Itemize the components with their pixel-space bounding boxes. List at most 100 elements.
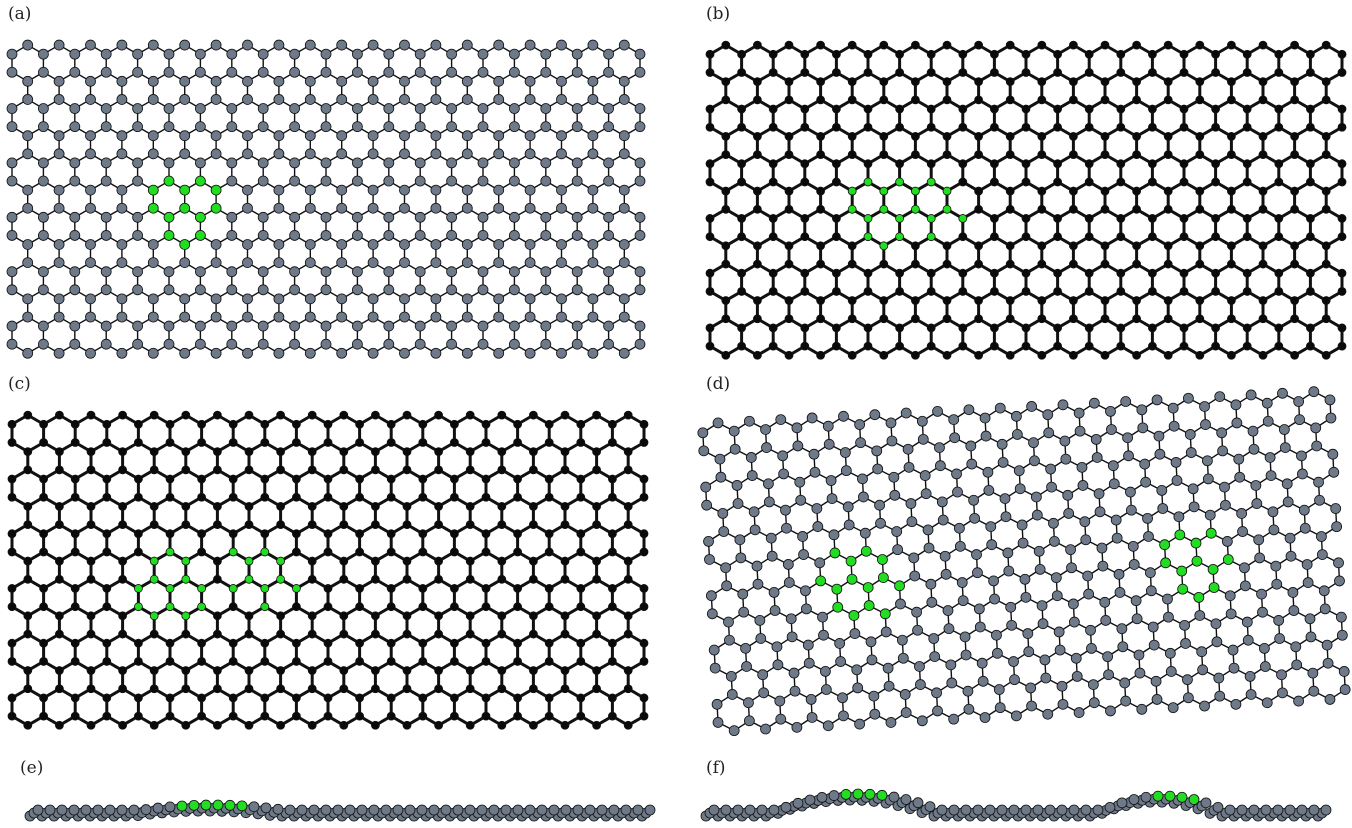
carbon-atom bbox=[769, 605, 781, 616]
carbon-atom bbox=[1195, 77, 1205, 87]
carbon-atom bbox=[147, 347, 159, 359]
defect-atom bbox=[212, 799, 224, 811]
carbon-atom bbox=[118, 501, 127, 511]
carbon-atom bbox=[948, 414, 960, 426]
carbon-atom bbox=[1306, 287, 1315, 296]
defect-atom bbox=[942, 186, 952, 196]
carbon-atom bbox=[44, 804, 56, 816]
carbon-atom bbox=[39, 638, 48, 648]
carbon-atom bbox=[576, 584, 586, 593]
carbon-atom bbox=[882, 662, 894, 674]
carbon-atom bbox=[1065, 544, 1076, 556]
carbon-atom bbox=[399, 75, 410, 87]
carbon-atom bbox=[449, 438, 459, 447]
carbon-atom bbox=[355, 492, 365, 502]
carbon-atom bbox=[70, 602, 80, 612]
carbon-atom bbox=[1290, 350, 1299, 360]
carbon-atom bbox=[721, 259, 731, 269]
carbon-atom bbox=[481, 602, 491, 612]
carbon-atom bbox=[1285, 550, 1297, 562]
carbon-atom bbox=[1242, 341, 1252, 351]
carbon-atom bbox=[529, 501, 538, 511]
carbon-atom bbox=[1241, 616, 1253, 628]
carbon-atom bbox=[513, 438, 522, 447]
carbon-atom bbox=[524, 75, 536, 87]
carbon-atom bbox=[323, 547, 333, 557]
carbon-atom bbox=[430, 130, 442, 142]
carbon-atom bbox=[85, 184, 96, 196]
carbon-atom bbox=[816, 296, 826, 305]
carbon-atom bbox=[1306, 323, 1315, 333]
carbon-atom bbox=[1119, 677, 1131, 689]
carbon-atom bbox=[958, 104, 968, 114]
carbon-atom bbox=[872, 463, 884, 475]
carbon-atom bbox=[86, 465, 96, 475]
carbon-atom bbox=[38, 266, 49, 278]
carbon-atom bbox=[639, 419, 649, 429]
carbon-atom bbox=[1071, 670, 1083, 682]
defect-atom bbox=[276, 574, 286, 584]
carbon-atom bbox=[899, 689, 911, 700]
carbon-atom bbox=[571, 121, 583, 133]
carbon-atom bbox=[587, 130, 599, 142]
carbon-atom bbox=[116, 130, 128, 142]
carbon-atom bbox=[778, 468, 790, 480]
carbon-atom bbox=[55, 465, 64, 475]
carbon-atom bbox=[847, 95, 857, 105]
carbon-atom bbox=[1037, 350, 1047, 360]
defect-atom bbox=[276, 556, 286, 566]
carbon-atom bbox=[55, 410, 64, 420]
carbon-atom bbox=[461, 148, 473, 160]
carbon-atom bbox=[53, 347, 65, 359]
carbon-atom bbox=[428, 804, 440, 816]
carbon-atom bbox=[1132, 95, 1142, 105]
carbon-atom bbox=[1116, 159, 1126, 169]
carbon-atom bbox=[276, 666, 286, 675]
carbon-atom bbox=[228, 419, 238, 429]
carbon-atom bbox=[102, 438, 112, 447]
carbon-atom bbox=[370, 465, 380, 475]
carbon-atom bbox=[244, 501, 254, 511]
carbon-atom bbox=[53, 239, 65, 250]
carbon-atom bbox=[497, 447, 507, 457]
carbon-atom bbox=[1216, 427, 1228, 439]
carbon-atom bbox=[1321, 314, 1331, 324]
carbon-atom bbox=[355, 438, 365, 447]
carbon-atom bbox=[210, 148, 222, 160]
carbon-atom bbox=[194, 266, 206, 278]
carbon-atom bbox=[181, 410, 191, 420]
defect-atom bbox=[244, 556, 254, 566]
carbon-atom bbox=[440, 804, 452, 816]
carbon-atom bbox=[883, 680, 895, 692]
carbon-atom bbox=[618, 148, 630, 160]
carbon-atom bbox=[963, 404, 975, 416]
carbon-atom bbox=[1258, 296, 1268, 305]
carbon-atom bbox=[355, 547, 365, 557]
carbon-atom bbox=[1021, 49, 1031, 59]
carbon-atom bbox=[509, 320, 520, 332]
defect-atom bbox=[895, 214, 905, 223]
carbon-atom bbox=[623, 520, 633, 529]
carbon-atom bbox=[179, 257, 191, 269]
carbon-atom bbox=[1009, 674, 1020, 686]
carbon-atom bbox=[320, 338, 332, 350]
carbon-atom bbox=[244, 666, 254, 675]
carbon-atom bbox=[86, 520, 96, 529]
carbon-atom bbox=[1163, 611, 1174, 623]
carbon-atom bbox=[931, 687, 942, 699]
carbon-atom bbox=[149, 447, 159, 457]
carbon-atom bbox=[608, 547, 617, 557]
carbon-atom bbox=[1132, 150, 1142, 159]
carbon-atom bbox=[869, 409, 881, 421]
carbon-atom bbox=[556, 202, 567, 214]
carbon-atom bbox=[7, 474, 17, 484]
carbon-atom bbox=[414, 284, 426, 296]
carbon-atom bbox=[118, 574, 127, 584]
carbon-atom bbox=[587, 347, 599, 359]
carbon-atom bbox=[737, 287, 746, 296]
carbon-atom bbox=[339, 720, 349, 730]
carbon-atom bbox=[132, 121, 144, 133]
carbon-atom bbox=[461, 130, 473, 142]
carbon-atom bbox=[276, 520, 286, 529]
carbon-atom bbox=[608, 438, 617, 447]
